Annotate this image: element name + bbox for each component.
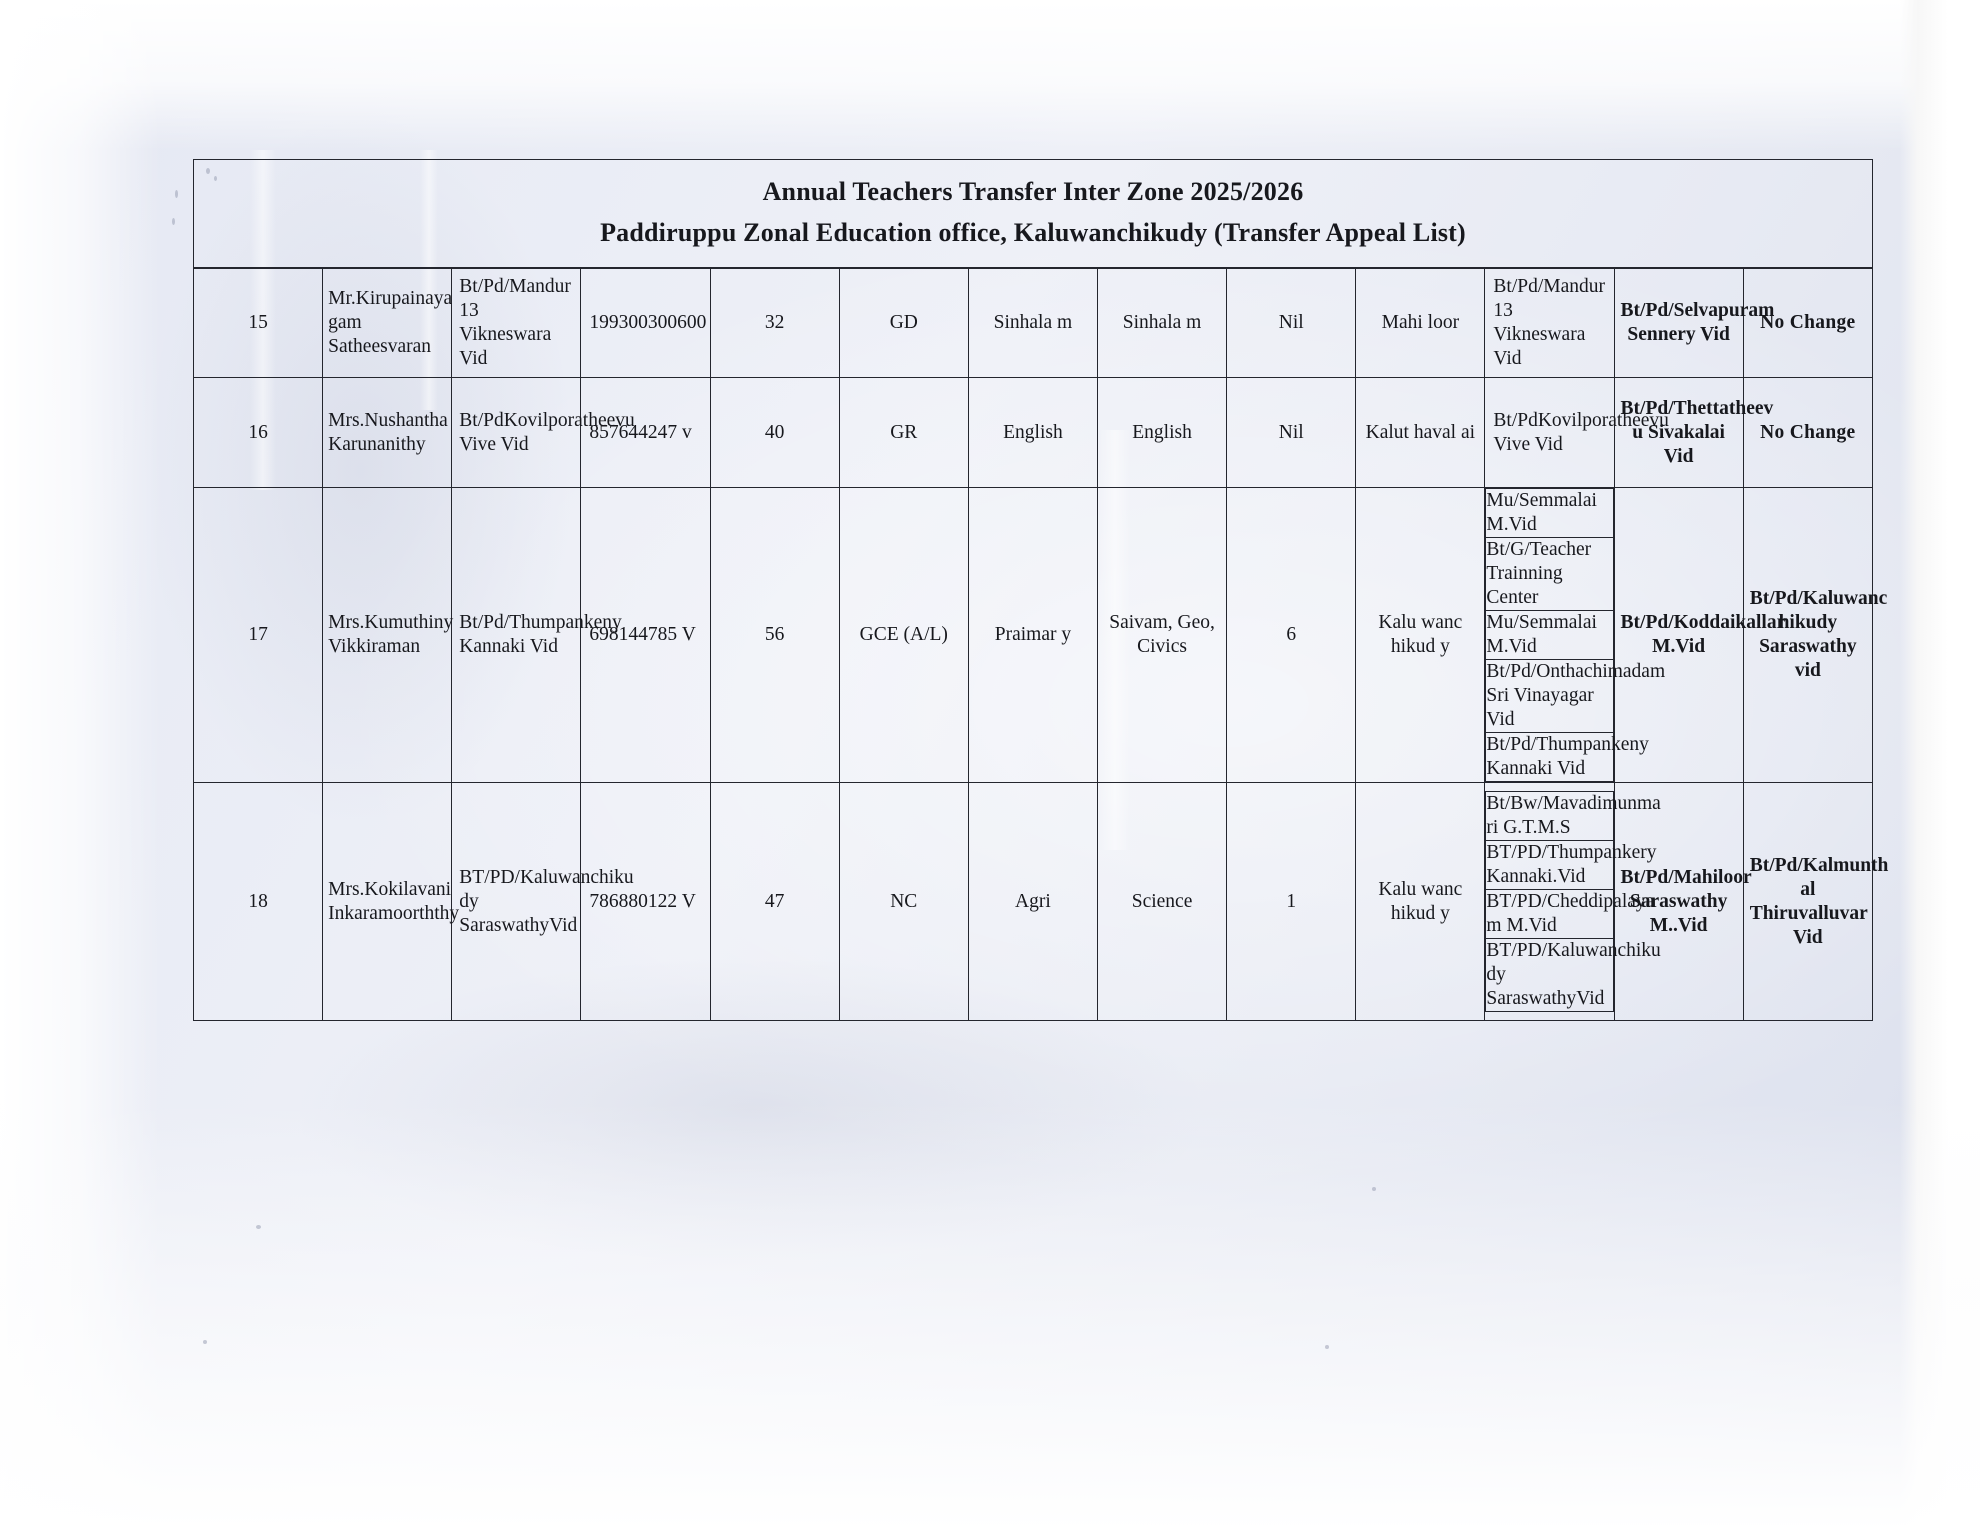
cell-grade: GCE (A/L) [838,487,969,784]
cell-age: 47 [709,782,840,1022]
cell-teacher-name: Mrs.Kumuthiny Vikkiraman [322,487,453,784]
requested-school-label: Bt/Pd/Onthachimadam Sri Vinayagar Vid [1485,659,1665,734]
title-line-1: Annual Teachers Transfer Inter Zone 2025… [762,177,1304,206]
cell-requested-school: Bt/Pd/Mandur 13 Vikneswara Vid [1484,267,1615,379]
requested-school-item: BT/PD/Thumpankery Kannaki.Vid [1485,840,1656,891]
cell-zone: Kalu wanc hikud y [1355,782,1486,1022]
cell-serial-no: 18 [192,782,324,1022]
document-title: Annual Teachers Transfer Inter Zone 2025… [193,158,1873,269]
cell-subject-appointed: Agri [967,782,1098,1022]
requested-school-item: BT/PD/Cheddipalaya m M.Vid [1485,889,1654,940]
cell-present-school: Bt/Pd/Mandur 13 Vikneswara Vid [451,267,582,379]
cell-zone: Kalu wanc hikud y [1355,487,1486,784]
requested-school-label: Bt/Bw/Mavadimunma ri G.T.M.S [1485,791,1661,842]
cell-serial-no: 16 [192,377,324,489]
page-edge-top [0,0,1980,150]
transfer-appeal-table: Annual Teachers Transfer Inter Zone 2025… [192,158,1888,1022]
cell-grade: GR [838,377,969,489]
cell-serial-no: 17 [192,487,324,784]
cell-age: 40 [709,377,840,489]
cell-nic-number: 199300300600 [580,267,711,379]
cell-nic-number: 698144785 V [580,487,711,784]
cell-result: No Change [1742,377,1874,489]
table-row: 16 Mrs.Nushantha Karunanithy Bt/PdKovilp… [192,377,1874,489]
requested-school-label: BT/PD/Kaluwanchiku dy SaraswathyVid [1485,938,1661,1013]
requested-school-item: Mu/Semmalai M.Vid [1485,488,1614,539]
requested-school-item: BT/PD/Kaluwanchiku dy SaraswathyVid [1485,938,1661,1013]
title-line-2: Paddiruppu Zonal Education office, Kaluw… [600,217,1466,247]
requested-school-label: BT/PD/Thumpankery Kannaki.Vid [1485,840,1656,891]
cell-result: Bt/Pd/Kaluwanc hikudy Saraswathy vid [1742,487,1887,784]
requested-school-item: Bt/G/Teacher Trainning Center [1485,537,1614,612]
cell-age: 56 [709,487,840,784]
requested-school-list: Bt/Bw/Mavadimunma ri G.T.M.S BT/PD/Thump… [1485,791,1661,1013]
cell-recommended-school: Bt/Pd/Mahiloor Saraswathy M..Vid [1613,782,1752,1022]
requested-school-item: Bt/Pd/Onthachimadam Sri Vinayagar Vid [1485,659,1665,734]
cell-requested-schools: Bt/Bw/Mavadimunma ri G.T.M.S BT/PD/Thump… [1484,782,1661,1022]
cell-teacher-name: Mrs.Kokilavani Inkaramoorththy [322,782,459,1022]
cell-nic-number: 857644247 v [580,377,711,489]
cell-zone: Kalut haval ai [1355,377,1486,489]
cell-age: 32 [709,267,840,379]
cell-subject-appointed: Sinhala m [967,267,1098,379]
cell-subject-appointed: English [967,377,1098,489]
cell-grade: GD [838,267,969,379]
cell-requested-schools: Mu/Semmalai M.Vid Bt/G/Teacher Trainning… [1484,487,1665,784]
requested-school-label: Mu/Semmalai M.Vid [1485,610,1614,661]
requested-school-label: Bt/Pd/Thumpankeny Kannaki Vid [1485,732,1649,783]
table-row: 18 Mrs.Kokilavani Inkaramoorththy BT/PD/… [192,782,1888,1022]
cell-subject-teaching: Saivam, Geo, Civics [1096,487,1228,784]
requested-school-item: Bt/Pd/Thumpankeny Kannaki Vid [1485,732,1649,783]
cell-zone: Mahi loor [1355,267,1486,379]
cell-present-school: BT/PD/Kaluwanchiku dy SaraswathyVid [451,782,634,1022]
cell-recommended-school: Bt/Pd/Koddaikallar M.Vid [1613,487,1785,784]
cell-service-years: 6 [1226,487,1357,784]
cell-subject-teaching: Sinhala m [1096,267,1228,379]
cell-subject-teaching: English [1096,377,1228,489]
cell-grade: NC [838,782,969,1022]
requested-school-label: BT/PD/Cheddipalaya m M.Vid [1485,889,1654,940]
cell-service-years: 1 [1226,782,1357,1022]
cell-subject-appointed: Praimar y [967,487,1098,784]
cell-service-years: Nil [1226,377,1357,489]
cell-nic-number: 786880122 V [580,782,711,1022]
cell-recommended-school: Bt/Pd/Selvapuram Sennery Vid [1613,267,1774,379]
cell-service-years: Nil [1226,267,1357,379]
cell-present-school: Bt/Pd/Thumpankeny Kannaki Vid [451,487,622,784]
cell-teacher-name: Mrs.Nushantha Karunanithy [322,377,453,489]
cell-requested-school: Bt/PdKovilporatheevu Vive Vid [1484,377,1669,489]
cell-present-school: Bt/PdKovilporatheevu Vive Vid [451,377,635,489]
requested-school-item: Mu/Semmalai M.Vid [1485,610,1614,661]
cell-result: No Change [1742,267,1874,379]
table-title-row: Annual Teachers Transfer Inter Zone 2025… [193,158,1873,269]
requested-school-item: Bt/Bw/Mavadimunma ri G.T.M.S [1485,791,1661,842]
requested-school-label: Bt/G/Teacher Trainning Center [1485,537,1614,612]
table-row: 15 Mr.Kirupainaya gam Satheesvaran Bt/Pd… [192,267,1874,379]
table-row: 17 Mrs.Kumuthiny Vikkiraman Bt/Pd/Thumpa… [192,487,1887,784]
requested-school-list: Mu/Semmalai M.Vid Bt/G/Teacher Trainning… [1485,488,1665,783]
page-edge-bottom [0,1100,1980,1530]
cell-teacher-name: Mr.Kirupainaya gam Satheesvaran [322,267,453,379]
cell-result: Bt/Pd/Kalmunth al Thiruvalluvar Vid [1742,782,1888,1022]
cell-serial-no: 15 [192,267,324,379]
cell-subject-teaching: Science [1096,782,1228,1022]
requested-school-label: Mu/Semmalai M.Vid [1485,488,1614,539]
cell-recommended-school: Bt/Pd/Thettatheev u Sivakalai Vid [1613,377,1773,489]
